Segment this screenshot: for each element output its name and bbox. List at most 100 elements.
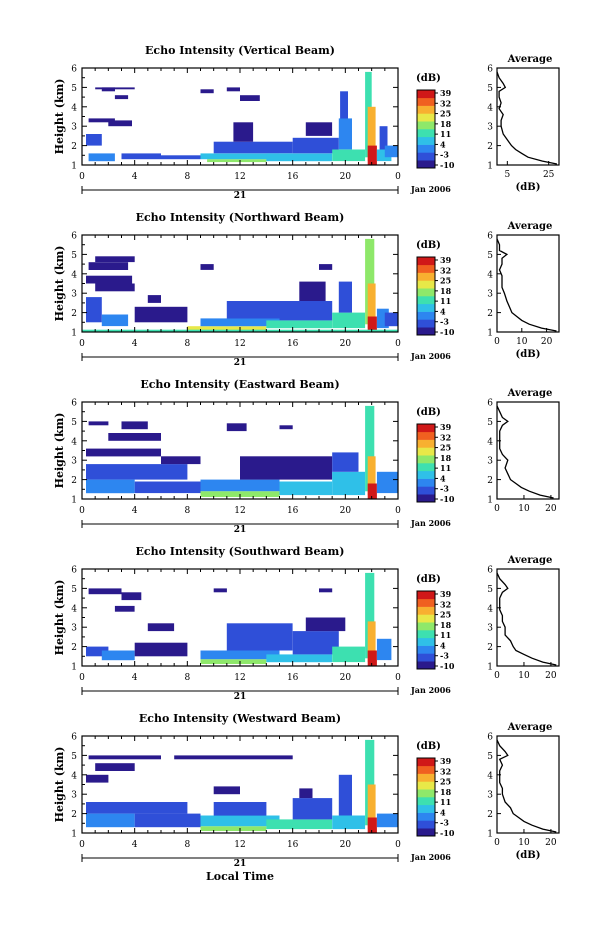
- colorbar-swatch: [417, 622, 435, 631]
- colorbar-tick-label: -3: [440, 818, 449, 828]
- average-y-tick-label: 2: [487, 810, 493, 820]
- average-x-axis-label: (dB): [516, 349, 541, 360]
- average-title: Average: [507, 388, 553, 399]
- average-y-tick-label: 6: [487, 65, 493, 75]
- heatmap-cell: [86, 646, 109, 657]
- colorbar-label: (dB): [416, 741, 441, 752]
- average-y-tick-label: 6: [487, 232, 493, 242]
- heatmap-cell: [226, 623, 293, 651]
- y-tick-label: 4: [71, 437, 77, 447]
- colorbar-swatch: [417, 424, 435, 433]
- x-tick-label: 4: [132, 339, 138, 349]
- day-label: 21: [234, 859, 247, 869]
- heatmap-cell: [213, 802, 267, 816]
- colorbar-swatch: [417, 812, 435, 821]
- average-y-tick-label: 4: [487, 771, 493, 781]
- x-tick-label: 20: [340, 339, 352, 349]
- colorbar-swatch: [417, 820, 435, 829]
- average-y-tick-label: 4: [487, 604, 493, 614]
- colorbar-swatch: [417, 121, 435, 130]
- heatmap-cell: [240, 95, 260, 101]
- colorbar-tick-label: -10: [440, 494, 455, 504]
- x-tick-label: 20: [340, 506, 352, 516]
- heatmap-cell: [376, 149, 392, 162]
- colorbar-swatch: [417, 431, 435, 440]
- day-label: 21: [234, 358, 247, 368]
- colorbar-swatch: [417, 447, 435, 456]
- average-profile-line: [496, 71, 558, 165]
- colorbar-tick-label: 39: [440, 422, 452, 432]
- colorbar-tick-label: -3: [440, 317, 449, 327]
- colorbar-swatch: [417, 637, 435, 646]
- colorbar-tick-label: 32: [440, 599, 451, 609]
- colorbar-tick-label: 25: [440, 276, 451, 286]
- x-axis-label: Local Time: [206, 870, 274, 883]
- x-tick-label: 8: [184, 506, 190, 516]
- average-y-tick-label: 5: [487, 84, 493, 94]
- x-tick-label: 0: [79, 673, 85, 683]
- colorbar-tick-label: 39: [440, 88, 452, 98]
- heatmap-cell: [376, 308, 389, 329]
- heatmap-cell: [174, 755, 293, 760]
- heatmap-cell: [226, 87, 240, 92]
- colorbar-swatch: [417, 319, 435, 328]
- colorbar-tick-label: -3: [440, 484, 449, 494]
- colorbar-tick-label: -3: [440, 150, 449, 160]
- date-label: Jan 2006: [410, 351, 451, 361]
- x-tick-label: 8: [184, 172, 190, 182]
- heatmap-cell: [338, 118, 352, 150]
- heatmap-cell: [161, 155, 201, 160]
- average-x-tick-label: 20: [545, 504, 557, 514]
- colorbar-swatch: [417, 105, 435, 114]
- heatmap-cell: [233, 122, 254, 142]
- date-label: Jan 2006: [410, 184, 451, 194]
- average-y-tick-label: 3: [487, 457, 493, 467]
- heatmap-cell: [292, 137, 339, 154]
- colorbar-tick-label: -10: [440, 828, 455, 838]
- day-label: 21: [234, 525, 247, 535]
- x-tick-label: 0: [395, 673, 401, 683]
- colorbar-tick-label: 25: [440, 443, 451, 453]
- x-tick-label: 20: [340, 673, 352, 683]
- x-tick-label: 0: [79, 339, 85, 349]
- heatmap-cell: [305, 122, 333, 136]
- heatmap-cell: [200, 264, 214, 270]
- colorbar-tick-label: 11: [440, 129, 451, 139]
- heatmap-cell: [86, 813, 135, 828]
- average-y-tick-label: 5: [487, 752, 493, 762]
- y-tick-label: 5: [71, 418, 77, 428]
- x-tick-label: 16: [287, 840, 299, 850]
- heatmap-cell: [187, 326, 267, 331]
- x-tick-label: 16: [287, 506, 299, 516]
- heatmap-cell: [266, 320, 333, 329]
- average-profile-line: [496, 739, 557, 833]
- colorbar-swatch: [417, 152, 435, 161]
- colorbar-swatch: [417, 478, 435, 487]
- heatmap-cell: [101, 650, 135, 661]
- y-axis-label: Height (km): [53, 747, 66, 823]
- average-x-axis-label: (dB): [516, 850, 541, 861]
- colorbar-swatch: [417, 463, 435, 472]
- panel-1: Echo Intensity (Vertical Beam)123456Heig…: [53, 44, 560, 201]
- colorbar-tick-label: 32: [440, 98, 451, 108]
- colorbar-tick-label: 25: [440, 777, 451, 787]
- heatmap-cell: [367, 621, 376, 663]
- heatmap-cell: [332, 471, 366, 496]
- average-y-tick-label: 3: [487, 624, 493, 634]
- y-tick-label: 6: [71, 399, 77, 409]
- colorbar-tick-label: 4: [440, 139, 446, 149]
- heatmap-cell: [88, 421, 109, 426]
- heatmap-cell: [367, 106, 376, 162]
- heatmap-cell: [367, 145, 377, 165]
- heatmap-cell: [200, 153, 280, 160]
- panel-title: Echo Intensity (Northward Beam): [136, 211, 345, 224]
- heatmap-cell: [86, 774, 109, 783]
- heatmap-cell: [121, 153, 161, 160]
- heatmap-cell: [338, 281, 352, 313]
- average-x-tick-label: 10: [518, 504, 530, 514]
- average-x-tick-label: 20: [545, 838, 557, 848]
- colorbar-tick-label: 25: [440, 610, 451, 620]
- heatmap-cell: [367, 817, 377, 833]
- colorbar-swatch: [417, 97, 435, 106]
- colorbar-tick-label: 39: [440, 255, 452, 265]
